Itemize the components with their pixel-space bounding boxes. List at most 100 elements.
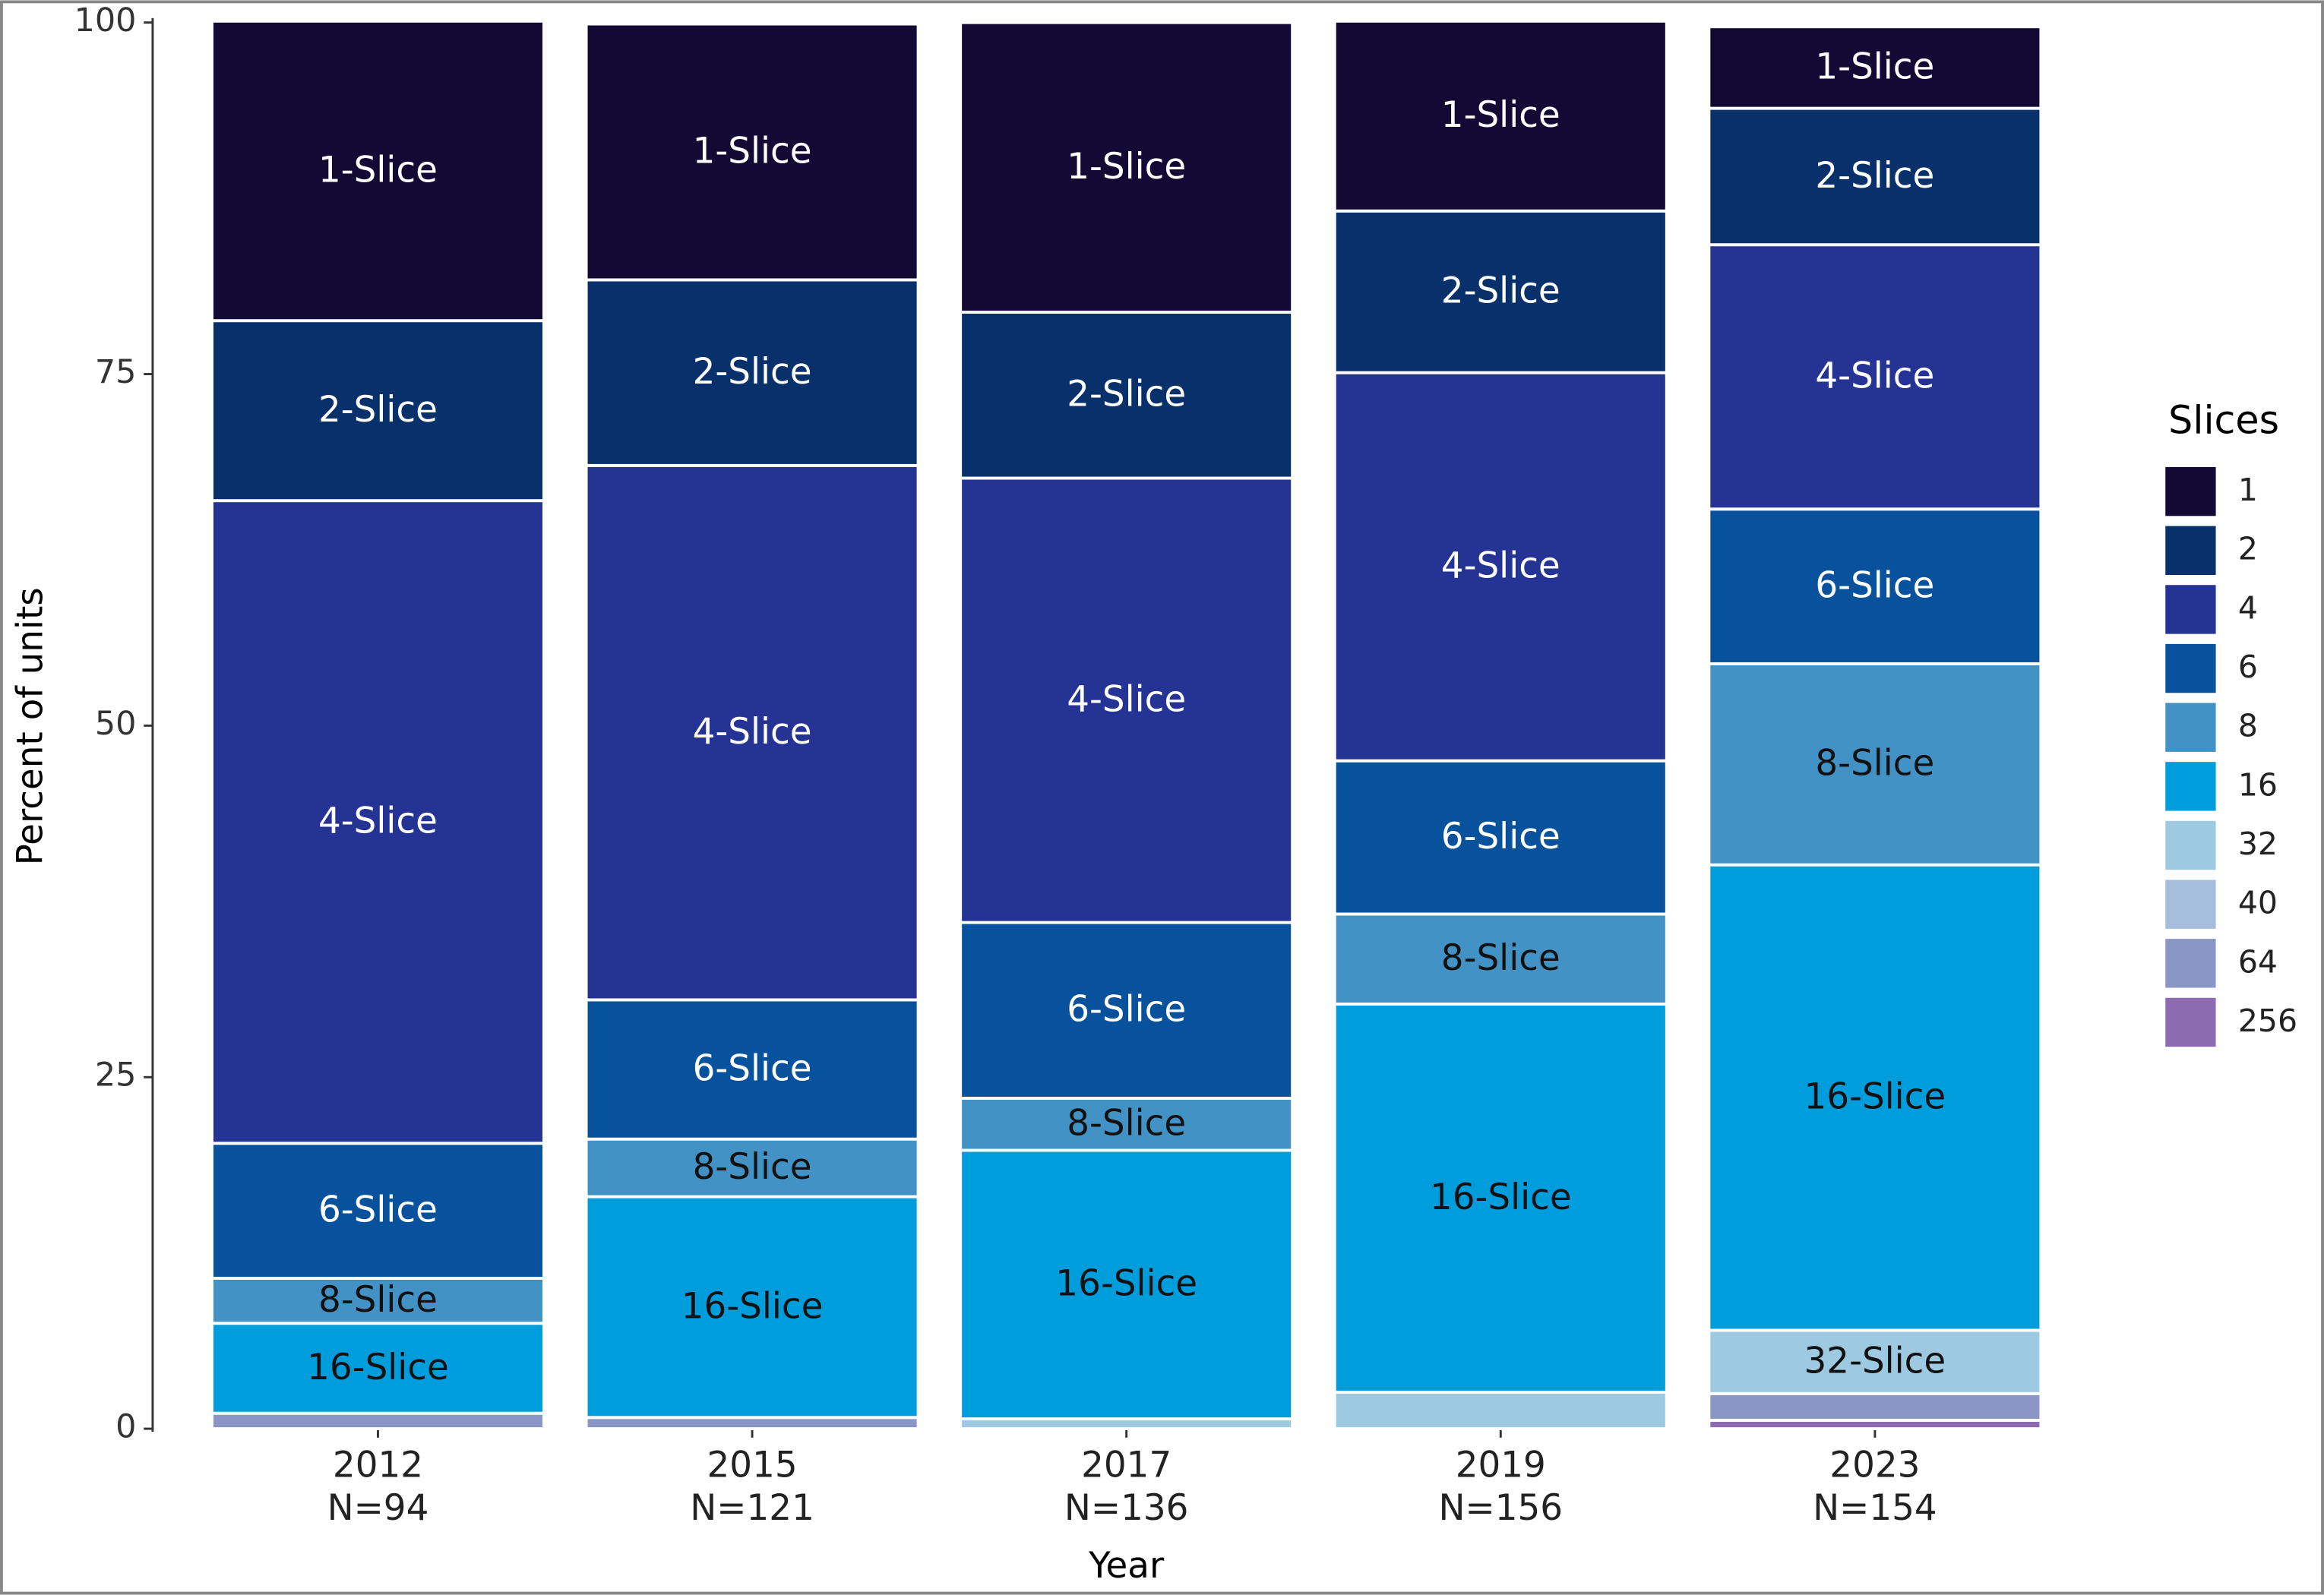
segment-label: 16-Slice (1055, 1264, 1197, 1305)
x-tick-sublabel: N=156 (1438, 1488, 1563, 1529)
y-tick-label: 50 (95, 705, 137, 743)
segment-label: 1-Slice (693, 131, 812, 172)
segment-label: 16-Slice (681, 1286, 824, 1327)
segment-label: 6-Slice (318, 1190, 438, 1231)
bar-segment (959, 1097, 1295, 1152)
legend-label: 6 (2238, 649, 2258, 685)
segment-label: 6-Slice (693, 1048, 812, 1089)
bar-segment (959, 21, 1295, 314)
segment-label: 1-Slice (1067, 147, 1186, 188)
legend-label: 8 (2238, 708, 2258, 744)
segment-label: 4-Slice (318, 801, 438, 842)
segment-label: 16-Slice (1804, 1077, 1946, 1118)
bar-segment (210, 499, 545, 1145)
bar-segment (1707, 662, 2043, 867)
bar-segment (584, 463, 920, 1002)
segment-label: 2-Slice (318, 390, 438, 431)
segment-label: 2-Slice (1815, 156, 1934, 197)
segment-label: 8-Slice (1815, 744, 1934, 785)
bar-segment (210, 19, 545, 323)
segment-label: 4-Slice (1815, 356, 1934, 397)
x-tick-sublabel: N=136 (1064, 1488, 1189, 1529)
bar-segment (584, 278, 920, 467)
legend-swatch (2165, 526, 2216, 575)
legend-label: 16 (2238, 766, 2278, 803)
bar-segment (584, 1195, 920, 1420)
x-tick-label: 2017 (1081, 1445, 1171, 1486)
segment-label: 4-Slice (693, 712, 812, 753)
legend-swatch (2165, 703, 2216, 752)
segment-label: 16-Slice (307, 1347, 449, 1388)
y-tick-label: 100 (74, 2, 137, 39)
x-tick-sublabel: N=94 (327, 1488, 429, 1529)
x-axis-title: Year (1088, 1546, 1165, 1587)
legend-swatch (2165, 880, 2216, 929)
legend-label: 64 (2238, 943, 2278, 980)
x-tick-sublabel: N=121 (690, 1488, 814, 1529)
legend-label: 1 (2238, 472, 2258, 508)
legend-title: Slices (2168, 397, 2279, 442)
legend-swatch (2165, 643, 2216, 693)
bar-segment (210, 1142, 545, 1280)
segment-label: 4-Slice (1067, 680, 1186, 721)
legend-swatch (2165, 466, 2216, 516)
segment-label: 6-Slice (1815, 566, 1934, 607)
segment-label: 1-Slice (318, 150, 438, 191)
segment-label: 4-Slice (1441, 546, 1560, 587)
bar-segment (1333, 1390, 1668, 1431)
legend-swatch (2165, 762, 2216, 811)
segment-label: 2-Slice (1067, 374, 1186, 415)
legend-swatch (2165, 820, 2216, 870)
bar-segment (210, 319, 545, 503)
bar-segment (584, 998, 920, 1141)
segment-label: 6-Slice (1441, 816, 1560, 858)
y-tick-label: 75 (95, 353, 137, 391)
segment-label: 8-Slice (1067, 1104, 1186, 1145)
segment-label: 8-Slice (1441, 938, 1560, 979)
legend-label: 256 (2238, 1003, 2297, 1039)
bar-segment (584, 22, 920, 282)
bar-segment (1707, 1328, 2043, 1395)
bar-segment (959, 921, 1295, 1100)
segment-label: 6-Slice (1067, 990, 1186, 1031)
bar-segment (959, 311, 1295, 480)
legend-swatch (2165, 997, 2216, 1047)
legend-label: 32 (2238, 826, 2278, 862)
y-tick-label: 0 (115, 1408, 136, 1446)
bar-segment (959, 476, 1295, 924)
bar-segment (1707, 1391, 2043, 1422)
x-tick-sublabel: N=154 (1813, 1488, 1937, 1529)
bar-segment (1707, 863, 2043, 1332)
bar-segment (1333, 19, 1668, 213)
legend-label: 4 (2238, 589, 2258, 626)
bar-segment (1707, 25, 2043, 110)
segment-label: 2-Slice (693, 352, 812, 393)
bar-segment (1333, 209, 1668, 374)
y-tick-label: 25 (95, 1056, 137, 1094)
segment-label: 8-Slice (318, 1280, 438, 1321)
x-tick-label: 2012 (333, 1445, 423, 1486)
bar-segment (1333, 759, 1668, 916)
x-tick-label: 2019 (1456, 1445, 1546, 1486)
segment-label: 16-Slice (1430, 1177, 1572, 1218)
bar-segment (1333, 1003, 1668, 1394)
bar-segment (1707, 243, 2043, 511)
legend-swatch (2165, 939, 2216, 988)
bar-segment (210, 1411, 545, 1431)
legend-label: 2 (2238, 531, 2258, 567)
bar-segment (1333, 912, 1668, 1006)
bar-segment (210, 1277, 545, 1325)
segment-label: 32-Slice (1804, 1341, 1946, 1382)
y-axis-title: Percent of units (10, 587, 51, 865)
x-tick-label: 2023 (1829, 1445, 1920, 1486)
bar-segment (210, 1322, 545, 1415)
bar-segment (1333, 371, 1668, 763)
legend-swatch (2165, 585, 2216, 634)
segment-label: 8-Slice (693, 1147, 812, 1188)
segment-label: 1-Slice (1815, 46, 1934, 87)
x-tick-label: 2015 (707, 1445, 798, 1486)
bar-segment (959, 1148, 1295, 1421)
segment-label: 2-Slice (1441, 271, 1560, 312)
bar-segment (584, 1416, 920, 1431)
